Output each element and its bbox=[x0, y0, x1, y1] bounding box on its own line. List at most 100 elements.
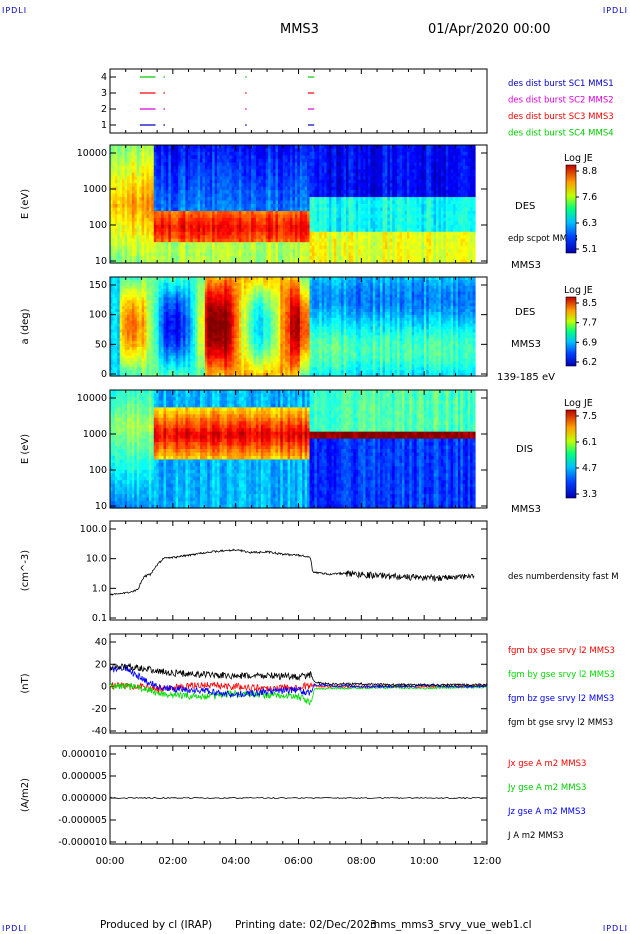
spectrogram-cell bbox=[204, 186, 208, 191]
spectrogram-cell bbox=[382, 183, 386, 188]
spectrogram-cell bbox=[256, 190, 260, 195]
spectrogram-cell bbox=[450, 221, 454, 226]
spectrogram-cell bbox=[302, 193, 306, 198]
spectrogram-cell bbox=[324, 145, 328, 150]
spectrogram-cell bbox=[440, 176, 444, 181]
spectrogram-cell bbox=[343, 183, 347, 188]
spectrogram-cell bbox=[263, 179, 267, 184]
spectrogram-cell bbox=[370, 190, 374, 195]
spectrogram-cell bbox=[375, 242, 379, 247]
spectrogram-cell bbox=[180, 162, 184, 167]
spectrogram-cell bbox=[168, 200, 172, 205]
spectrogram-cell bbox=[190, 197, 194, 202]
spectrogram-cell bbox=[329, 193, 333, 198]
spectrogram-cell bbox=[409, 259, 413, 264]
spectrogram-cell bbox=[380, 249, 384, 254]
spectrogram-cell bbox=[360, 186, 364, 191]
spectrogram-cell bbox=[367, 179, 371, 184]
spectrogram-cell bbox=[404, 235, 408, 240]
spectrogram-cell bbox=[153, 245, 157, 250]
spectrogram-cell bbox=[136, 200, 140, 205]
spectrogram-cell bbox=[112, 176, 116, 181]
spectrogram-cell bbox=[110, 165, 114, 170]
spectrogram-cell bbox=[273, 186, 277, 191]
spectrogram-cell bbox=[151, 210, 155, 216]
spectrogram-cell bbox=[358, 145, 362, 150]
spectrogram-cell bbox=[248, 197, 252, 202]
spectrogram-cell bbox=[450, 207, 454, 212]
spectrogram-cell bbox=[153, 200, 157, 205]
spectrogram-cell bbox=[275, 165, 279, 170]
spectrogram-cell bbox=[114, 176, 118, 181]
spectrogram-cell bbox=[127, 169, 131, 174]
spectrogram-cell bbox=[226, 214, 230, 219]
spectrogram-cell bbox=[341, 210, 345, 216]
spectrogram-cell bbox=[275, 204, 279, 209]
spectrogram-cell bbox=[190, 231, 194, 236]
spectrogram-cell bbox=[382, 228, 386, 233]
spectrogram-cell bbox=[131, 190, 135, 195]
spectrogram-cell bbox=[375, 200, 379, 205]
spectrogram-cell bbox=[445, 256, 449, 261]
spectrogram-cell bbox=[457, 176, 461, 181]
spectrogram-cell bbox=[156, 245, 160, 250]
spectrogram-cell bbox=[331, 259, 335, 264]
spectrogram-cell bbox=[163, 200, 167, 205]
spectrogram-cell bbox=[178, 256, 182, 261]
spectrogram-cell bbox=[192, 162, 196, 167]
spectrogram-cell bbox=[178, 249, 182, 254]
spectrogram-cell bbox=[256, 158, 260, 163]
spectrogram-cell bbox=[343, 259, 347, 264]
spectrogram-cell bbox=[363, 252, 367, 257]
spectrogram-cell bbox=[311, 176, 315, 181]
spectrogram-cell bbox=[224, 151, 228, 157]
spectrogram-cell bbox=[146, 249, 150, 254]
spectrogram-cell bbox=[455, 169, 459, 174]
spectrogram-cell bbox=[316, 172, 320, 177]
spectrogram-cell bbox=[457, 200, 461, 205]
spectrogram-cell bbox=[129, 259, 133, 264]
spectrogram-cell bbox=[209, 235, 213, 240]
spectrogram-cell bbox=[124, 221, 128, 226]
spectrogram-cell bbox=[246, 214, 250, 219]
spectrogram-cell bbox=[212, 162, 216, 167]
spectrogram-cell bbox=[353, 193, 357, 198]
spectrogram-cell bbox=[219, 235, 223, 240]
spectrogram-cell bbox=[363, 217, 367, 222]
spectrogram-cell bbox=[268, 221, 272, 226]
spectrogram-cell bbox=[316, 221, 320, 226]
spectrogram-cell bbox=[119, 221, 123, 226]
spectrogram-cell bbox=[314, 217, 318, 222]
spectrogram-cell bbox=[380, 204, 384, 209]
spectrogram-cell bbox=[438, 249, 442, 254]
spectrogram-cell bbox=[406, 190, 410, 195]
spectrogram-cell bbox=[236, 238, 240, 243]
spectrogram-cell bbox=[161, 148, 165, 153]
spectrogram-cell bbox=[270, 235, 274, 240]
spectrogram-cell bbox=[285, 207, 289, 212]
spectrogram-cell bbox=[219, 169, 223, 174]
spectrogram-cell bbox=[163, 145, 167, 150]
spectrogram-cell bbox=[355, 235, 359, 240]
spectrogram-cell bbox=[146, 245, 150, 250]
spectrogram-cell bbox=[377, 151, 381, 157]
spectrogram-cell bbox=[455, 235, 459, 240]
spectrogram-cell bbox=[392, 235, 396, 240]
spectrogram-cell bbox=[387, 200, 391, 205]
spectrogram-cell bbox=[190, 200, 194, 205]
spectrogram-cell bbox=[297, 186, 301, 191]
spectrogram-cell bbox=[122, 172, 126, 177]
spectrogram-cell bbox=[431, 190, 435, 195]
spectrogram-cell bbox=[161, 224, 165, 229]
spectrogram-cell bbox=[460, 165, 464, 170]
spectrogram-cell bbox=[409, 242, 413, 247]
spectrogram-cell bbox=[173, 179, 177, 184]
spectrogram-cell bbox=[119, 204, 123, 209]
spectrogram-cell bbox=[238, 190, 242, 195]
spectrogram-cell bbox=[421, 238, 425, 243]
spectrogram-cell bbox=[460, 179, 464, 184]
spectrogram-cell bbox=[129, 197, 133, 202]
spectrogram-cell bbox=[326, 190, 330, 195]
spectrogram-cell bbox=[423, 242, 427, 247]
spectrogram-cell bbox=[329, 200, 333, 205]
